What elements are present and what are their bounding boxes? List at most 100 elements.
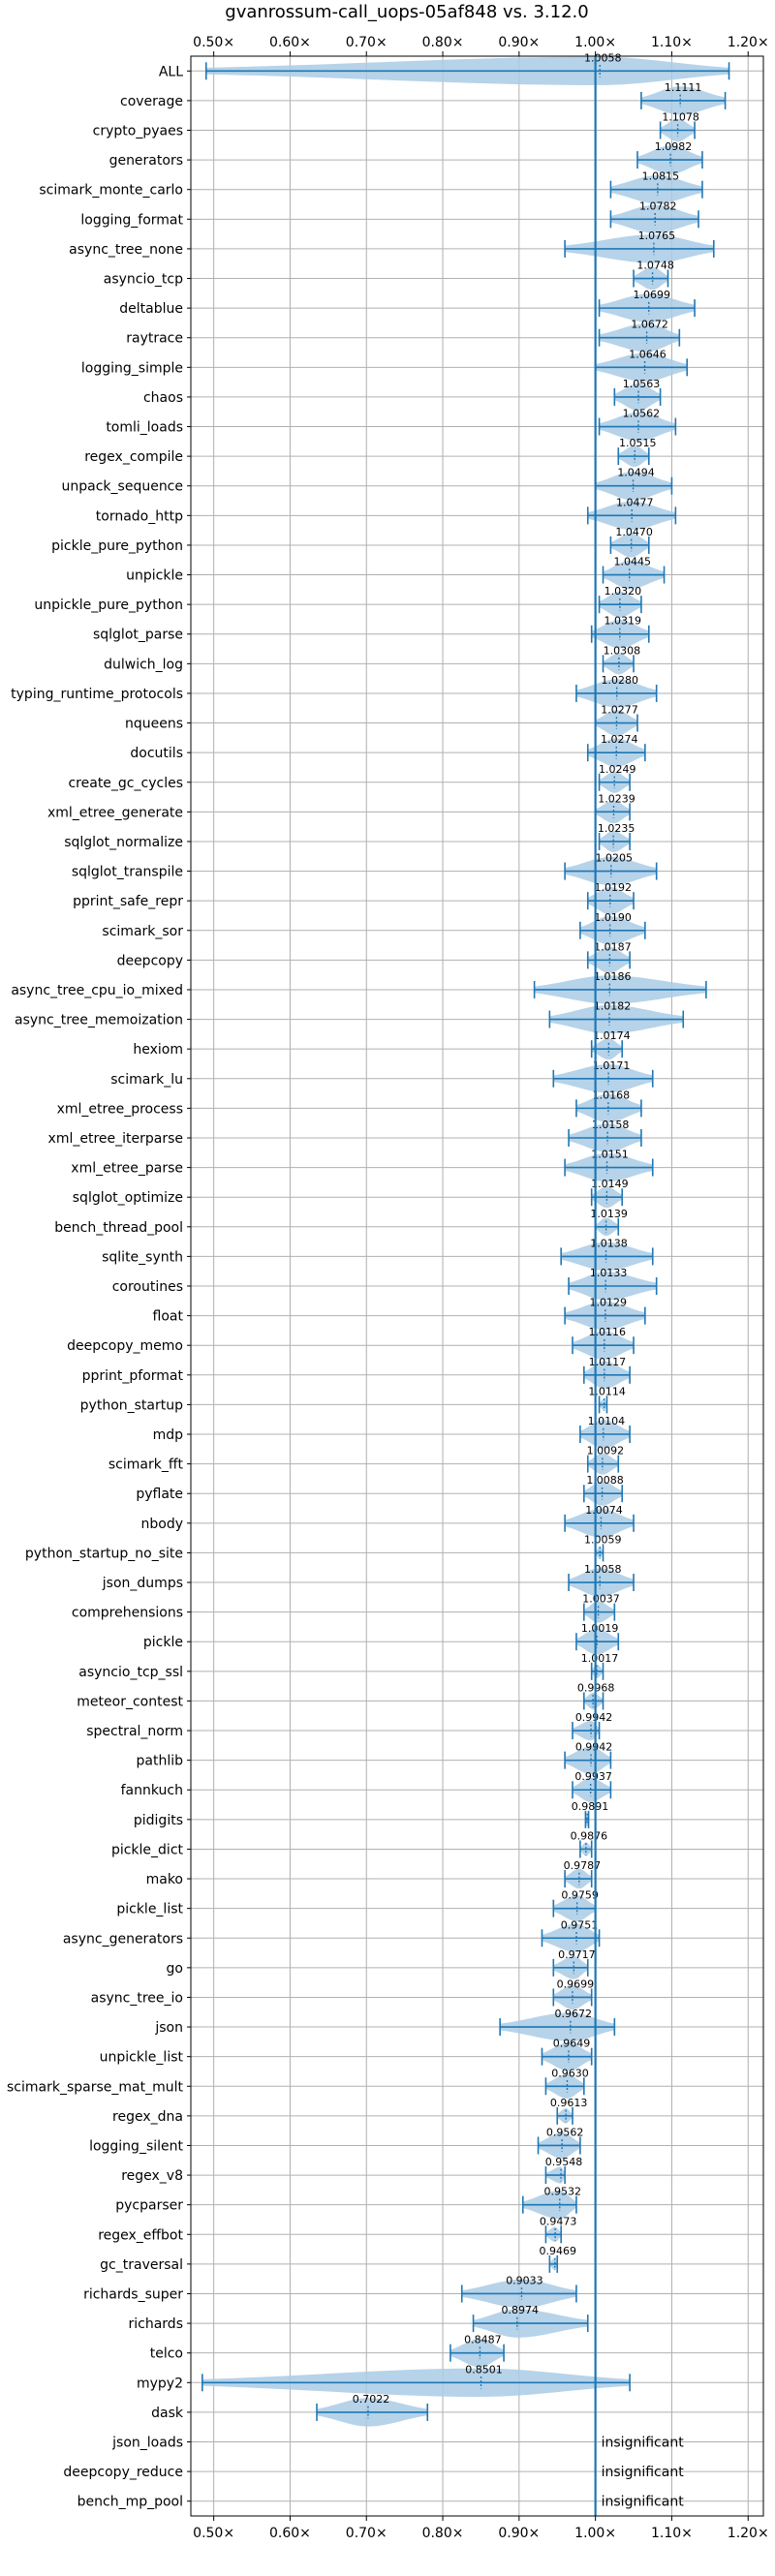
value-label: 0.9937 <box>574 1770 612 1783</box>
benchmark-name: sqlglot_parse <box>93 628 183 643</box>
benchmark-violin <box>598 771 631 793</box>
benchmark-name: sqlglot_transpile <box>72 865 183 880</box>
benchmark-violin <box>583 1601 616 1623</box>
benchmark-name: fannkuch <box>121 1783 183 1798</box>
value-label: 1.0235 <box>598 822 636 835</box>
benchmark-violin <box>598 830 631 852</box>
value-label: 1.0815 <box>642 170 680 183</box>
benchmark-name: dask <box>151 2406 184 2421</box>
insignificant-note: insignificant <box>602 2435 685 2450</box>
benchmark-violin <box>575 1093 642 1123</box>
benchmark-violin <box>598 591 642 618</box>
benchmark-violin <box>636 145 703 174</box>
benchmark-violin <box>541 1923 601 1952</box>
value-label: 1.0308 <box>604 644 641 657</box>
benchmark-name: deepcopy_reduce <box>63 2465 183 2480</box>
benchmark-violin <box>586 501 677 531</box>
benchmark-name: pprint_safe_repr <box>73 894 183 909</box>
benchmark-name: bench_mp_pool <box>78 2495 183 2510</box>
x-tick-label-bottom: 1.20× <box>728 2526 769 2541</box>
value-label: 1.0117 <box>589 1356 627 1368</box>
benchmark-violin <box>548 2254 559 2273</box>
benchmark-name: async_generators <box>63 1931 183 1947</box>
value-label: 0.9473 <box>540 2215 577 2227</box>
benchmark-name: deepcopy_memo <box>67 1338 183 1354</box>
benchmark-name: tornado_http <box>96 508 183 524</box>
benchmark-name: deepcopy <box>117 953 183 968</box>
x-tick-label-bottom: 0.80× <box>422 2526 464 2541</box>
benchmark-violin <box>564 1509 635 1538</box>
benchmark-name: scimark_sor <box>102 924 183 939</box>
value-label: 0.9033 <box>506 2274 543 2286</box>
value-label: 1.0171 <box>593 1059 631 1072</box>
benchmark-violin <box>564 1746 612 1774</box>
benchmark-violin <box>521 2191 577 2220</box>
benchmark-name: coroutines <box>112 1279 183 1295</box>
x-tick-label-bottom: 1.10× <box>651 2526 693 2541</box>
benchmark-violin <box>204 56 730 85</box>
value-label: 1.0187 <box>594 940 632 953</box>
value-label: 1.0249 <box>599 763 636 776</box>
benchmark-name: mako <box>146 1872 183 1887</box>
benchmark-name: gc_traversal <box>100 2257 183 2273</box>
value-label: 0.9942 <box>575 1711 613 1724</box>
benchmark-name: pickle_dict <box>111 1842 184 1857</box>
benchmark-violin <box>552 1895 597 1922</box>
value-label: 1.0104 <box>588 1415 626 1427</box>
benchmark-violin <box>556 2106 574 2125</box>
value-label: 1.0088 <box>586 1474 624 1487</box>
benchmark-violin <box>594 1217 620 1237</box>
value-label: 1.0114 <box>588 1385 626 1397</box>
value-label: 1.0182 <box>594 1000 632 1013</box>
benchmark-name: tomli_loads <box>106 420 183 436</box>
value-label: 1.0205 <box>596 852 634 865</box>
x-tick-label-top: 0.80× <box>422 35 464 50</box>
benchmark-name: unpack_sequence <box>62 479 183 495</box>
violin-layer <box>202 56 730 2427</box>
benchmark-name: unpickle_list <box>100 2050 184 2066</box>
value-label: 1.0494 <box>617 467 655 479</box>
benchmark-name: pickle_list <box>116 1902 183 1917</box>
benchmark-name: comprehensions <box>72 1606 183 1621</box>
value-label: 1.0280 <box>601 674 638 687</box>
benchmark-violin <box>568 1568 635 1597</box>
value-label: 1.0274 <box>601 733 638 746</box>
x-tick-label-bottom: 0.70× <box>346 2526 388 2541</box>
benchmark-violin <box>544 2073 585 2099</box>
benchmark-name: async_tree_memoization <box>15 1013 183 1028</box>
axis-layer: 0.50× 0.50× 0.60× 0.60× 0.70× 0.70× 0.80× 0.80×… <box>187 35 769 2541</box>
benchmark-violin <box>640 86 727 115</box>
value-label: 0.9759 <box>561 1889 599 1902</box>
benchmark-name: mdp <box>153 1427 184 1443</box>
benchmark-violin <box>590 1038 624 1060</box>
value-label: 1.0074 <box>585 1504 623 1517</box>
benchmark-violin <box>552 1984 593 2010</box>
benchmark-name: regex_dna <box>112 2109 183 2125</box>
value-label: 1.0138 <box>590 1237 628 1249</box>
benchmark-name: create_gc_cycles <box>68 776 183 791</box>
benchmark-violin <box>590 620 650 649</box>
benchmark-name: logging_simple <box>81 360 183 376</box>
benchmark-name: sqlite_synth <box>102 1249 183 1265</box>
benchmark-name: scimark_sparse_mat_mult <box>7 2079 183 2095</box>
benchmark-name: bench_thread_pool <box>54 1220 183 1236</box>
benchmark-violin <box>586 886 635 915</box>
benchmark-violin <box>572 1777 612 1802</box>
benchmark-violin <box>560 1242 654 1272</box>
benchmark-violin <box>541 2041 593 2071</box>
benchmark-name: async_tree_none <box>69 242 183 258</box>
benchmark-name: chaos <box>143 390 183 406</box>
benchmark-name: go <box>167 1961 183 1977</box>
benchmark-name: logging_format <box>80 212 183 228</box>
value-label: 0.9532 <box>544 2186 582 2198</box>
x-tick-label-top: 1.00× <box>574 35 616 50</box>
benchmark-violin <box>633 266 669 291</box>
value-label: 0.9891 <box>572 1800 609 1813</box>
benchmark-name: richards <box>129 2316 184 2332</box>
value-label: 1.0059 <box>584 1533 622 1546</box>
benchmark-violin <box>598 412 677 442</box>
value-label: 0.9717 <box>558 1948 596 1961</box>
value-label: 0.8501 <box>465 2363 503 2376</box>
benchmark-name: typing_runtime_protocols <box>11 687 183 702</box>
benchmark-name: float <box>153 1309 184 1325</box>
